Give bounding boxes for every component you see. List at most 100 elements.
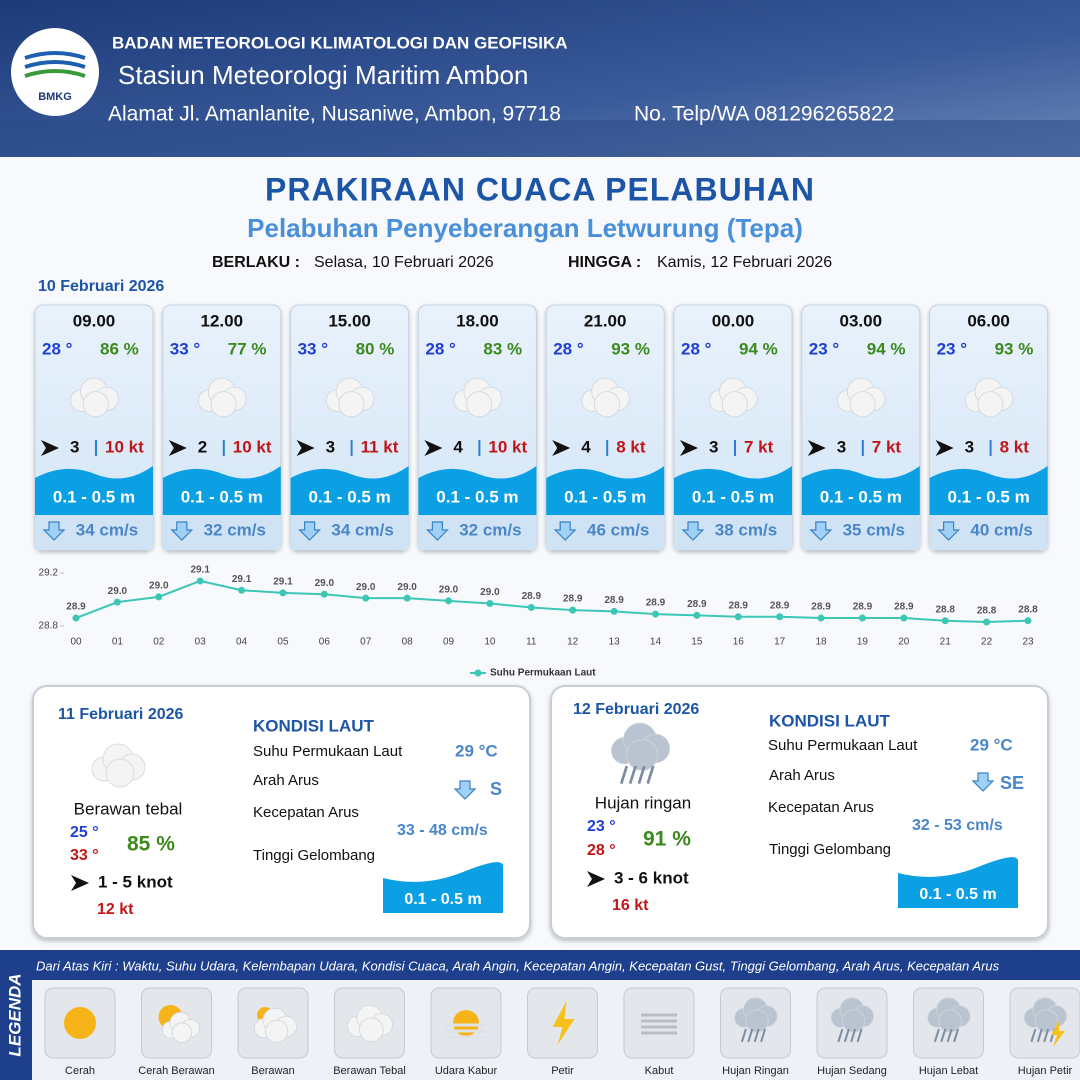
data-point: [776, 613, 784, 621]
cloud-icon: [594, 391, 621, 418]
time: 21.00: [584, 311, 627, 330]
time: 06.00: [967, 311, 1010, 330]
data-label: 28.9: [66, 602, 86, 613]
x-tick-label: 13: [609, 637, 621, 648]
cloud-icon: [1035, 1009, 1059, 1033]
current-arrow: [553, 521, 577, 541]
current-dir: SE: [1000, 773, 1024, 793]
data-label: 28.9: [811, 602, 831, 613]
x-tick-label: 22: [981, 637, 993, 648]
legend-item: Hujan Petir: [1018, 1065, 1073, 1077]
y-tick-label: 28.8: [39, 621, 59, 632]
line: [75, 579, 1029, 624]
temperature: 23 °: [937, 339, 968, 358]
humidity: 94 %: [867, 339, 906, 358]
speed-label: Kecepatan Arus: [768, 799, 874, 816]
valid-to-label: HINGGA :: [568, 254, 641, 271]
wind-arrow: [168, 440, 187, 456]
data-point: [610, 607, 618, 615]
cloud-icon: [626, 739, 658, 771]
legend-item: Cerah: [65, 1065, 95, 1077]
wind-speed: 3: [326, 437, 335, 456]
condition: Berawan tebal: [74, 799, 183, 818]
data-point: [486, 599, 494, 607]
rain-icon: [933, 1028, 940, 1043]
sst: 29 °C: [970, 735, 1013, 754]
data-point: [362, 594, 370, 602]
bolt-icon: [552, 1001, 575, 1045]
rain-icon: [843, 1028, 850, 1043]
current-speed: 34 cm/s: [331, 520, 393, 539]
temperature: 23 °: [809, 339, 840, 358]
agency: BADAN METEOROLOGI KLIMATOLOGI DAN GEOFIS…: [112, 33, 568, 52]
rain-icon: [760, 1028, 767, 1043]
data-point: [817, 614, 825, 622]
x-tick-label: 07: [360, 637, 372, 648]
legend-box: [623, 987, 695, 1059]
wave-height: 0.1 - 0.5 m: [919, 886, 996, 903]
logo-mark: [24, 51, 86, 60]
wave-label: Tinggi Gelombang: [769, 841, 891, 858]
legend-item: Berawan Tebal: [333, 1065, 406, 1077]
legend-title: LEGENDA: [5, 973, 24, 1056]
bolt-icon: [1051, 1021, 1065, 1047]
legend-item: Hujan Sedang: [817, 1065, 887, 1077]
current-speed: 32 cm/s: [459, 520, 521, 539]
condition: Hujan ringan: [595, 793, 691, 812]
data-point: [858, 614, 866, 622]
time: 00.00: [712, 311, 755, 330]
header-band: [0, 120, 1080, 157]
x-tick-label: 21: [940, 637, 952, 648]
x-tick-label: 01: [112, 637, 124, 648]
gust: 7 kt: [744, 437, 774, 456]
cloud-icon: [358, 1017, 384, 1043]
data-point: [72, 614, 80, 622]
current-arrow: [42, 521, 66, 541]
cloud-icon: [841, 1009, 866, 1033]
gust: 7 kt: [872, 437, 902, 456]
cloud-icon: [171, 1022, 193, 1043]
wave-height: 0.1 - 0.5 m: [820, 487, 902, 506]
rain-icon: [628, 765, 637, 785]
x-tick-label: 10: [484, 637, 496, 648]
data-point: [279, 589, 287, 597]
day-panel: [32, 685, 531, 939]
data-point: [651, 610, 659, 618]
x-tick-label: 19: [857, 637, 869, 648]
temperature: 28 °: [425, 339, 456, 358]
wind-arrow: [71, 875, 89, 891]
wave-water: [290, 466, 409, 515]
wind-arrow: [680, 440, 698, 456]
x-tick-label: 06: [319, 637, 331, 648]
wind-speed: 2: [198, 437, 207, 456]
day-date: 11 Februari 2026: [58, 706, 184, 723]
wind-speed: 4: [581, 437, 591, 456]
data-label: 29.1: [190, 565, 210, 576]
dir-label: Arah Arus: [253, 772, 319, 789]
cloud-icon: [82, 391, 109, 418]
temperature: 28 °: [42, 339, 73, 358]
legend-side: [0, 950, 32, 1080]
wave-height: 0.1 - 0.5 m: [436, 487, 518, 506]
wind-arrow: [41, 440, 59, 456]
gust: 16 kt: [612, 897, 649, 914]
sst-label: Suhu Permukaan Laut: [768, 737, 918, 754]
data-point: [983, 618, 991, 626]
time: 12.00: [201, 311, 244, 330]
wave-water: [898, 857, 1018, 908]
data-point: [238, 586, 246, 594]
cloud-icon: [466, 391, 493, 418]
gust: 10 kt: [488, 437, 527, 456]
x-tick-label: 04: [236, 637, 248, 648]
wave-water: [418, 466, 537, 515]
data-label: 29.0: [480, 587, 500, 598]
legend-item: Kabut: [645, 1065, 674, 1077]
data-label: 29.0: [149, 580, 169, 591]
cloud-icon: [338, 391, 365, 418]
legend-dot: [474, 669, 482, 677]
x-tick-label: 17: [774, 637, 786, 648]
x-tick-label: 23: [1022, 637, 1034, 648]
title: PRAKIRAAN CUACA PELABUHAN: [265, 171, 815, 207]
data-label: 28.8: [977, 606, 997, 617]
phone: No. Telp/WA 081296265822: [634, 103, 894, 126]
